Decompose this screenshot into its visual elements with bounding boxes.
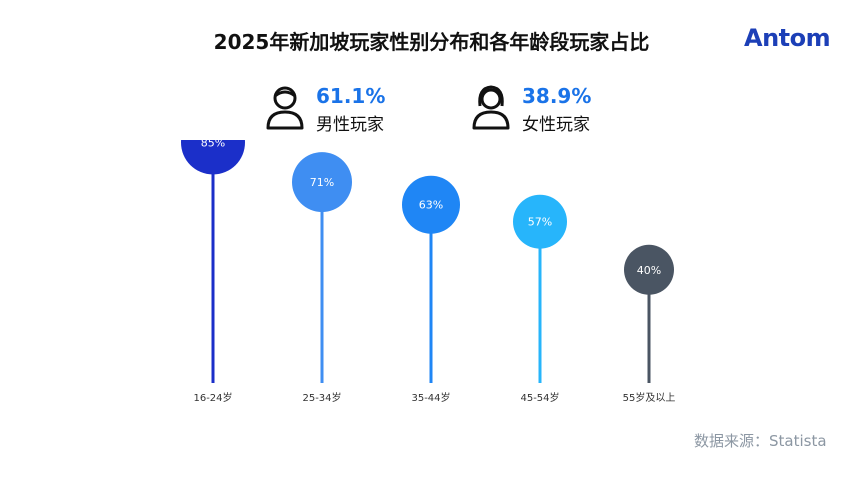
male-percent: 61.1% bbox=[316, 84, 386, 108]
value-label-1: 71% bbox=[310, 176, 334, 189]
category-label-2: 35-44岁 bbox=[411, 391, 450, 404]
category-label-1: 25-34岁 bbox=[302, 391, 341, 404]
value-bubble-1 bbox=[292, 152, 352, 213]
value-label-0: 85% bbox=[201, 140, 225, 149]
category-label-3: 45-54岁 bbox=[520, 391, 559, 404]
value-bubble-2 bbox=[402, 175, 460, 234]
value-label-2: 63% bbox=[419, 199, 443, 212]
male-stat: 61.1% 男性玩家 bbox=[264, 84, 464, 135]
value-label-3: 57% bbox=[528, 216, 552, 229]
male-person-icon bbox=[266, 86, 304, 130]
female-person-icon bbox=[472, 85, 510, 130]
value-bubble-3 bbox=[513, 194, 567, 249]
antom-logo: Antom bbox=[744, 24, 831, 52]
female-label: 女性玩家 bbox=[522, 115, 590, 135]
age-lollipop-chart: 85% 16-24岁 71% 25-34岁 63% 35-44岁 57% 45-54岁 40% 5… bbox=[181, 140, 676, 404]
female-percent: 38.9% bbox=[522, 84, 592, 108]
category-label-0: 16-24岁 bbox=[193, 391, 232, 404]
female-stat: 38.9% 女性玩家 bbox=[470, 84, 670, 135]
category-label-4: 55岁及以上 bbox=[623, 391, 676, 404]
value-bubble-4 bbox=[624, 244, 674, 295]
value-bubble-0 bbox=[181, 140, 245, 175]
value-label-4: 40% bbox=[637, 264, 661, 277]
chart-title: 2025年新加坡玩家性别分布和各年龄段玩家占比 bbox=[213, 30, 650, 54]
male-label: 男性玩家 bbox=[316, 115, 384, 135]
source-note: 数据来源：Statista bbox=[694, 432, 827, 450]
